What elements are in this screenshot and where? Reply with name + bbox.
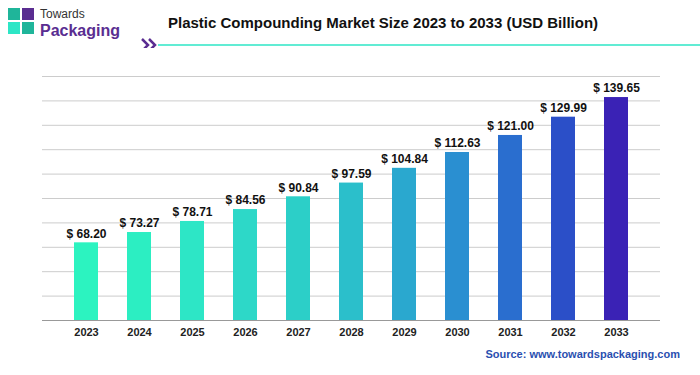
svg-text:$ 84.56: $ 84.56 xyxy=(225,193,265,207)
svg-text:2033: 2033 xyxy=(604,326,628,338)
svg-text:2028: 2028 xyxy=(339,326,363,338)
html-text:Source: www.towardspackaging.c: Source: www.towardspackaging.com xyxy=(485,348,680,360)
svg-text:$ 139.65: $ 139.65 xyxy=(593,81,640,95)
svg-text:$ 97.59: $ 97.59 xyxy=(331,167,371,181)
svg-text:$ 121.00: $ 121.00 xyxy=(487,119,534,133)
svg-text:Packaging: Packaging xyxy=(40,22,120,39)
svg-text:$ 73.27: $ 73.27 xyxy=(119,216,159,230)
svg-text:$ 68.20: $ 68.20 xyxy=(66,227,106,241)
svg-text:2030: 2030 xyxy=(445,326,469,338)
svg-text:2032: 2032 xyxy=(551,326,575,338)
svg-text:$ 78.71: $ 78.71 xyxy=(172,205,212,219)
svg-text:$ 104.84: $ 104.84 xyxy=(381,152,428,166)
svg-text:2031: 2031 xyxy=(498,326,522,338)
svg-text:Towards: Towards xyxy=(40,7,85,21)
svg-text:2027: 2027 xyxy=(286,326,310,338)
svg-text:2029: 2029 xyxy=(392,326,416,338)
svg-text:2026: 2026 xyxy=(233,326,257,338)
svg-text:2025: 2025 xyxy=(180,326,204,338)
svg-text:2023: 2023 xyxy=(74,326,98,338)
svg-text:$ 129.99: $ 129.99 xyxy=(540,101,587,115)
svg-text:$ 90.84: $ 90.84 xyxy=(278,181,318,195)
svg-text:$ 112.63: $ 112.63 xyxy=(434,136,480,150)
svg-text:2024: 2024 xyxy=(127,326,152,338)
svg-text:Plastic Compounding Market Siz: Plastic Compounding Market Size 2023 to … xyxy=(168,14,598,31)
